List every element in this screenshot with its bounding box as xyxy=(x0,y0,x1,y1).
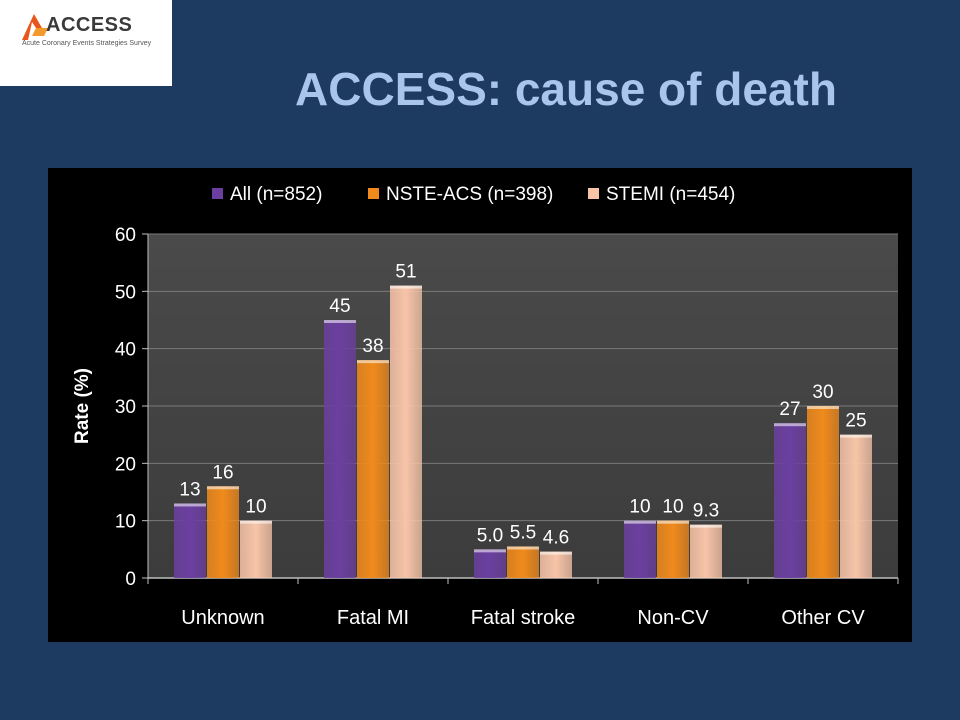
bar-chart: 13 16 10 45 38 51 5.0 5.5 4.6 10 10 9.3 27 30 25 0 10 20… xyxy=(72,184,899,629)
y-tick-label: 20 xyxy=(115,454,136,475)
bar-highlight xyxy=(207,486,239,490)
bars: 13 16 10 45 38 51 5.0 5.5 4.6 10 10 9.3 27 30 25 xyxy=(174,262,872,578)
y-tick-label: 0 xyxy=(125,569,136,590)
y-tick-label: 30 xyxy=(115,397,136,418)
x-tick-label: Other CV xyxy=(781,607,865,629)
y-tick-label: 10 xyxy=(115,512,136,533)
bar xyxy=(807,406,839,578)
bar xyxy=(540,551,572,578)
slide-title: ACCESS: cause of death xyxy=(295,63,837,115)
data-label: 30 xyxy=(812,382,833,403)
x-tick-label: Non-CV xyxy=(637,607,709,629)
bar xyxy=(624,520,656,578)
bar xyxy=(507,546,539,578)
bar xyxy=(357,360,389,578)
access-logo-icon xyxy=(22,14,48,40)
bar-highlight xyxy=(240,520,272,524)
bar-highlight xyxy=(540,551,572,555)
data-label: 38 xyxy=(362,336,383,357)
bar xyxy=(657,520,689,578)
data-label: 27 xyxy=(779,399,800,420)
x-ticks: Unknown Fatal MI Fatal stroke Non-CV Other C… xyxy=(181,607,865,629)
logo-tagline: Acute Coronary Events Strategies Survey xyxy=(22,40,152,47)
bar xyxy=(840,434,872,578)
bar-highlight xyxy=(840,434,872,438)
legend: All (n=852) NSTE-ACS (n=398) STEMI (n=454) xyxy=(212,184,735,205)
y-tick-label: 60 xyxy=(115,225,136,246)
chart-frame: 13 16 10 45 38 51 5.0 5.5 4.6 10 10 9.3 27 30 25 0 10 20… xyxy=(48,168,912,642)
logo: ACCESS Acute Coronary Events Strategies … xyxy=(0,0,172,86)
legend-label: STEMI (n=454) xyxy=(606,184,735,205)
bar-highlight xyxy=(690,524,722,528)
bar-highlight xyxy=(774,423,806,427)
bar xyxy=(174,503,206,578)
bar xyxy=(324,320,356,578)
y-tick-label: 50 xyxy=(115,282,136,303)
bar-highlight xyxy=(474,549,506,553)
data-label: 16 xyxy=(212,462,233,483)
legend-swatch xyxy=(212,188,223,199)
x-tick-label: Unknown xyxy=(181,607,264,629)
data-label: 45 xyxy=(329,296,350,317)
data-label: 5.0 xyxy=(477,525,503,546)
gridlines xyxy=(142,233,899,584)
bar-highlight xyxy=(357,360,389,364)
bar xyxy=(474,549,506,578)
data-label: 10 xyxy=(662,497,683,518)
y-tick-label: 40 xyxy=(115,340,136,361)
data-label: 25 xyxy=(845,411,866,432)
bar xyxy=(207,486,239,578)
bar-highlight xyxy=(390,285,422,289)
y-ticks: 0 10 20 30 40 50 60 xyxy=(115,225,136,590)
data-label: 4.6 xyxy=(543,528,569,549)
logo-name: ACCESS xyxy=(46,14,133,36)
bar-highlight xyxy=(807,406,839,409)
bar xyxy=(690,524,722,578)
legend-label: All (n=852) xyxy=(230,184,322,205)
bar-highlight xyxy=(657,520,689,524)
bar-highlight xyxy=(174,503,206,507)
bar-highlight xyxy=(324,320,356,323)
bar xyxy=(240,520,272,578)
x-tick-label: Fatal MI xyxy=(337,607,409,629)
legend-swatch xyxy=(368,188,379,199)
data-label: 9.3 xyxy=(693,501,719,522)
bar-highlight xyxy=(507,546,539,550)
data-label: 10 xyxy=(629,497,650,518)
legend-label: NSTE-ACS (n=398) xyxy=(386,184,553,205)
data-label: 51 xyxy=(395,262,416,283)
data-label: 5.5 xyxy=(510,522,536,543)
y-axis-label: Rate (%) xyxy=(72,368,93,444)
data-label: 13 xyxy=(179,479,200,500)
bar xyxy=(390,285,422,578)
legend-swatch xyxy=(588,188,599,199)
data-label: 10 xyxy=(245,497,266,518)
x-tick-label: Fatal stroke xyxy=(471,607,575,629)
bar-highlight xyxy=(624,520,656,524)
bar xyxy=(774,423,806,578)
